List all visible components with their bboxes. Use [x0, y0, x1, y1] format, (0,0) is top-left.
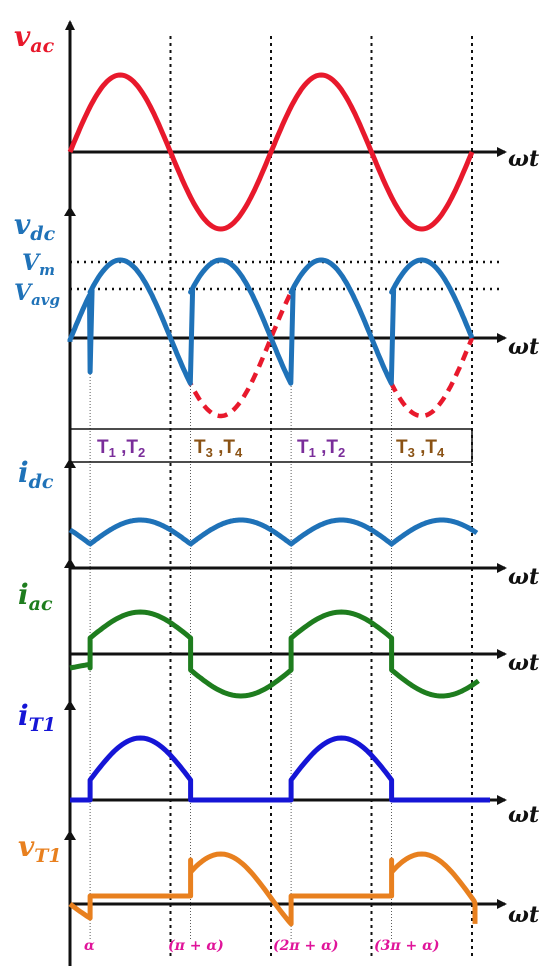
axis-arrow [64, 206, 76, 216]
label-vdc: vdc [14, 208, 56, 245]
angle-label-pi-alpha: (π + α) [168, 938, 224, 954]
axis-label-wt: ωt [508, 802, 539, 828]
label-idc: idc [18, 456, 54, 493]
label-vac: vac [14, 20, 55, 57]
vdc-waveform [67, 257, 475, 386]
thyristor-pair-label: T1 ,T2 [297, 437, 345, 460]
waveforms-group [67, 72, 490, 927]
label-vT1: vT1 [18, 830, 62, 867]
axis-arrow [64, 458, 76, 468]
label-vm: Vm [22, 250, 55, 279]
vac-waveform [67, 72, 475, 232]
angle-label-2pi-alpha: (2π + α) [273, 938, 339, 954]
axis-arrow [64, 558, 76, 568]
iac-waveform [69, 609, 480, 699]
iT1-waveform [70, 735, 490, 803]
thyristor-pair-label: T3 ,T4 [396, 437, 445, 460]
axis-arrow [64, 700, 76, 710]
axis-arrow [64, 830, 76, 840]
label-iT1: iT1 [18, 699, 56, 736]
axis-label-wt: ωt [508, 650, 539, 676]
thyristor-pair-label: T1 ,T2 [97, 437, 145, 460]
period-guide-lines [89, 36, 473, 958]
thyristor-table: T1 ,T2 T3 ,T4 T1 ,T2 T3 ,T4 [70, 428, 473, 463]
vT1-waveform [68, 851, 478, 927]
angle-label-alpha: α [84, 938, 95, 954]
axes-group [64, 20, 507, 966]
label-iac: iac [18, 578, 53, 615]
axis-label-wt: ωt [508, 564, 539, 590]
thyristor-pair-label: T3 ,T4 [194, 437, 243, 460]
axis-label-wt: ωt [508, 334, 539, 360]
idc-waveform [68, 517, 479, 548]
axis-label-wt: ωt [508, 146, 539, 172]
axis-label-wt: ωt [508, 902, 539, 928]
angle-label-3pi-alpha: (3π + α) [374, 938, 440, 954]
label-vavg: Vavg [14, 280, 60, 309]
